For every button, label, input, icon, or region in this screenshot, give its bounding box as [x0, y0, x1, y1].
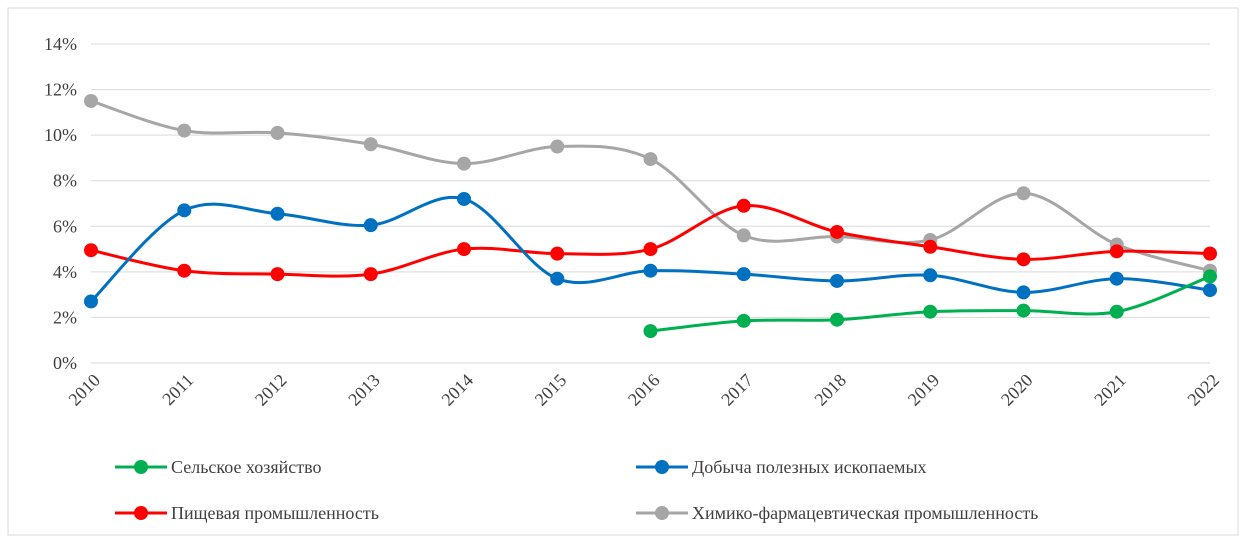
point: [270, 267, 285, 282]
point: [270, 206, 285, 221]
point: [363, 267, 378, 282]
point: [457, 191, 471, 206]
point: [643, 242, 658, 257]
point: [1203, 283, 1217, 298]
legend-marker: [655, 460, 669, 474]
legend-marker: [134, 460, 148, 474]
point: [643, 324, 658, 339]
point: [1109, 271, 1124, 286]
point: [830, 224, 844, 239]
point: [177, 263, 192, 278]
point: [550, 271, 565, 286]
legend-label: Добыча полезных ископаемых: [692, 457, 927, 477]
point: [643, 152, 658, 167]
y-tick-label: 6%: [53, 216, 77, 236]
point: [457, 156, 471, 171]
point: [830, 312, 844, 327]
point: [84, 243, 98, 258]
y-tick-label: 10%: [44, 125, 77, 145]
point: [736, 313, 751, 328]
point: [363, 137, 378, 152]
point: [1109, 244, 1124, 259]
point: [923, 304, 938, 319]
point: [736, 198, 751, 213]
point: [84, 93, 98, 108]
point: [84, 294, 98, 309]
point: [1016, 285, 1031, 300]
point: [1203, 246, 1217, 261]
y-tick-label: 4%: [53, 262, 77, 282]
legend-label: Химико-фармацевтическая промышленность: [692, 503, 1038, 523]
point: [363, 218, 378, 233]
y-tick-label: 14%: [44, 34, 77, 54]
point: [1109, 304, 1124, 319]
legend-label: Пищевая промышленность: [171, 503, 379, 523]
point: [550, 246, 565, 261]
point: [736, 228, 751, 243]
y-tick-label: 8%: [53, 171, 77, 191]
point: [923, 239, 938, 254]
y-tick-label: 0%: [53, 353, 77, 373]
point: [1016, 303, 1031, 318]
point: [1203, 269, 1217, 284]
point: [830, 273, 844, 288]
point: [270, 125, 285, 140]
point: [1016, 186, 1031, 201]
point: [1016, 252, 1031, 267]
legend-marker: [655, 506, 669, 520]
legend-marker: [134, 506, 148, 520]
point: [736, 267, 751, 282]
y-tick-label: 2%: [53, 307, 77, 327]
point: [457, 242, 471, 257]
point: [643, 263, 658, 278]
point: [550, 139, 565, 154]
legend-label: Сельское хозяйство: [171, 457, 322, 477]
point: [177, 123, 192, 138]
point: [177, 203, 192, 218]
y-tick-label: 12%: [44, 80, 77, 100]
point: [923, 268, 938, 283]
